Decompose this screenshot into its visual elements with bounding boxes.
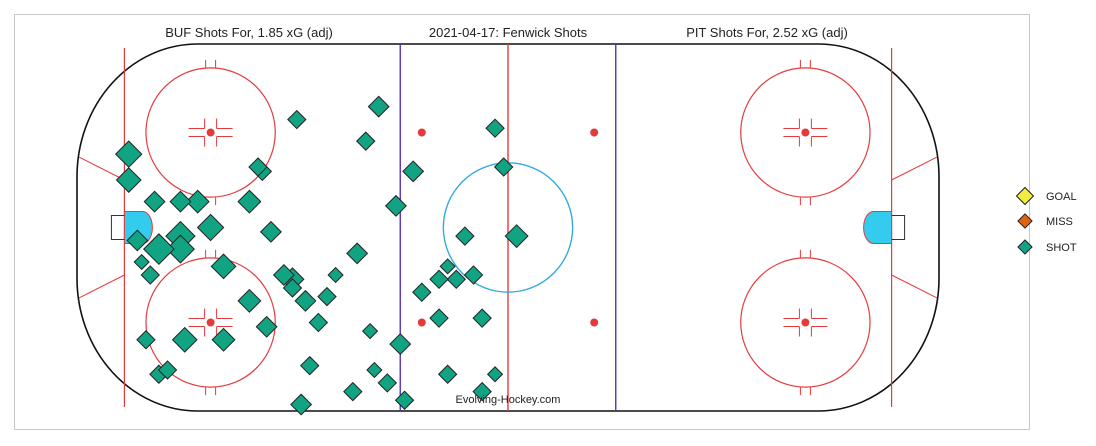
faceoff-circle bbox=[145, 257, 276, 388]
buf-shot-marker bbox=[143, 190, 166, 213]
shot-marks bbox=[114, 95, 529, 416]
buf-shot-marker bbox=[165, 234, 195, 264]
goal-net-left bbox=[110, 215, 125, 240]
buf-shot-marker bbox=[412, 282, 432, 303]
buf-shot-marker bbox=[367, 95, 390, 118]
rink bbox=[76, 43, 940, 412]
legend-shot-label: SHOT bbox=[1046, 242, 1077, 254]
buf-shot-marker bbox=[211, 327, 236, 352]
buf-shot-marker bbox=[463, 265, 484, 285]
trapezoid-line bbox=[891, 274, 938, 299]
buf-shot-marker bbox=[472, 381, 492, 402]
goal-crease-right bbox=[863, 211, 893, 244]
buf-shot-marker bbox=[294, 289, 317, 312]
buf-shot-marker bbox=[248, 157, 268, 177]
buf-shot-marker bbox=[439, 258, 456, 275]
title-left: BUF Shots For, 1.85 xG (adj) bbox=[165, 25, 333, 40]
buf-shot-marker bbox=[429, 308, 449, 328]
buf-shot-marker bbox=[437, 364, 458, 385]
buf-shot-marker bbox=[290, 393, 313, 416]
neutral-dot bbox=[417, 128, 426, 137]
buf-shot-marker bbox=[237, 189, 262, 214]
faceoff-dot bbox=[801, 318, 810, 327]
legend-miss-marker bbox=[1017, 213, 1033, 229]
title-center: 2021-04-17: Fenwick Shots bbox=[429, 25, 588, 40]
buf-shot-marker bbox=[343, 381, 363, 402]
buf-shot-marker bbox=[287, 109, 307, 130]
legend: GOAL MISS SHOT bbox=[1015, 186, 1077, 255]
buf-shot-marker bbox=[389, 333, 412, 356]
buf-shot-marker bbox=[169, 190, 192, 213]
goal-net-right bbox=[891, 215, 906, 240]
buf-shot-marker bbox=[455, 226, 475, 246]
trapezoid-line bbox=[78, 274, 125, 299]
buf-shot-marker bbox=[366, 361, 383, 379]
buf-shot-marker bbox=[308, 312, 329, 333]
buf-shot-marker bbox=[272, 264, 295, 286]
buf-shot-marker bbox=[346, 242, 369, 265]
neutral-dot bbox=[590, 318, 599, 327]
legend-goal-marker bbox=[1015, 186, 1035, 206]
buf-shot-marker bbox=[472, 308, 492, 328]
buf-shot-marker bbox=[196, 213, 225, 242]
buf-shot-marker bbox=[136, 330, 156, 350]
buf-shot-marker bbox=[402, 160, 425, 183]
buf-shot-marker bbox=[299, 355, 320, 376]
buf-shot-marker bbox=[485, 118, 505, 138]
buf-shot-marker bbox=[142, 233, 175, 265]
buf-shot-marker bbox=[384, 194, 407, 217]
buf-shot-marker bbox=[327, 266, 344, 284]
buf-shot-marker bbox=[237, 288, 262, 313]
legend-shot-marker bbox=[1017, 239, 1033, 255]
neutral-dot bbox=[417, 318, 426, 327]
buf-shot-marker bbox=[429, 269, 449, 290]
buf-shot-marker bbox=[210, 253, 237, 280]
buf-shot-marker bbox=[446, 269, 467, 290]
faceoff-circle bbox=[740, 67, 871, 198]
faceoff-dot bbox=[206, 318, 215, 327]
buf-shot-marker bbox=[185, 189, 210, 214]
buf-shot-marker bbox=[361, 322, 379, 340]
buf-shot-marker bbox=[259, 220, 282, 243]
buf-shot-marker bbox=[504, 224, 529, 249]
buf-shot-marker bbox=[115, 167, 142, 193]
legend-goal-label: GOAL bbox=[1046, 191, 1077, 203]
faceoff-circle bbox=[145, 67, 276, 198]
trapezoid-line bbox=[78, 156, 125, 181]
title-right: PIT Shots For, 2.52 xG (adj) bbox=[686, 25, 848, 40]
buf-shot-marker bbox=[282, 278, 303, 298]
buf-shot-marker bbox=[317, 286, 337, 307]
buf-shot-marker bbox=[114, 140, 143, 168]
buf-shot-marker bbox=[493, 157, 514, 177]
buf-shot-marker bbox=[394, 390, 415, 410]
watermark: Evolving-Hockey.com bbox=[456, 394, 561, 406]
buf-shot-marker bbox=[157, 360, 178, 380]
faceoff-dot bbox=[801, 128, 810, 137]
buf-shot-marker bbox=[377, 373, 398, 393]
neutral-dot bbox=[590, 128, 599, 137]
faceoff-dot bbox=[206, 128, 215, 137]
buf-shot-marker bbox=[133, 253, 150, 271]
buf-shot-marker bbox=[171, 326, 198, 353]
buf-shot-marker bbox=[486, 366, 504, 383]
trapezoid-line bbox=[891, 156, 938, 181]
buf-shot-marker bbox=[255, 315, 278, 338]
buf-shot-marker bbox=[126, 229, 149, 252]
faceoff-circle bbox=[740, 257, 871, 388]
buf-shot-marker bbox=[140, 265, 161, 285]
buf-shot-marker bbox=[356, 131, 376, 151]
legend-miss-label: MISS bbox=[1046, 216, 1073, 228]
